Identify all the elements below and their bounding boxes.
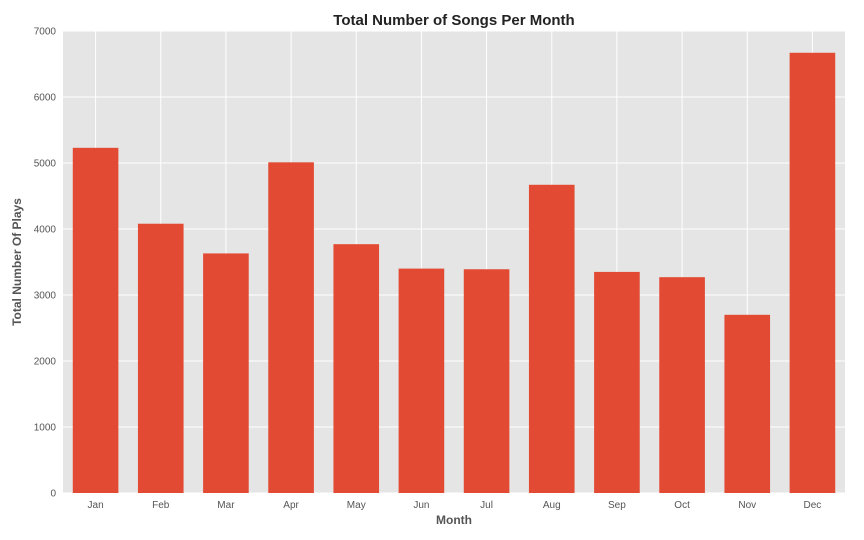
x-tick-label: Dec: [804, 500, 822, 511]
y-tick-label: 4000: [34, 225, 57, 236]
x-tick-label: Mar: [217, 500, 235, 511]
bar-sep: [594, 271, 640, 493]
x-axis-ticks: Jan Feb Mar Apr May Jun Jul Aug Sep Oct Nov Dec: [88, 500, 822, 511]
y-tick-label: 7000: [34, 27, 57, 38]
x-tick-label: Nov: [738, 500, 756, 511]
plot-area: [63, 31, 845, 493]
x-tick-label: Jan: [88, 500, 104, 511]
x-tick-label: Aug: [543, 500, 561, 511]
y-tick-label: 0: [50, 489, 56, 500]
x-tick-label: May: [347, 500, 366, 511]
y-axis-ticks: 0 1000 2000 3000 4000 5000 6000 7000: [34, 27, 57, 500]
bar-jan: [72, 147, 119, 493]
bar-aug: [528, 184, 575, 493]
bar-feb: [137, 223, 184, 493]
bar-dec: [789, 52, 836, 493]
bar-may: [333, 244, 380, 493]
chart-title: Total Number of Songs Per Month: [333, 12, 574, 29]
y-tick-label: 1000: [34, 423, 57, 434]
bar-apr: [268, 162, 314, 493]
x-axis-label: Month: [436, 513, 472, 527]
x-tick-label: Jun: [413, 500, 429, 511]
x-tick-label: Sep: [608, 500, 626, 511]
bars: [72, 52, 836, 493]
y-tick-label: 6000: [34, 93, 57, 104]
bar-mar: [203, 253, 249, 493]
x-tick-label: Jul: [480, 500, 493, 511]
y-tick-label: 5000: [34, 159, 57, 170]
y-axis-label: Total Number Of Plays: [10, 198, 24, 326]
x-tick-label: Oct: [674, 500, 690, 511]
bar-oct: [659, 277, 705, 493]
y-tick-label: 2000: [34, 357, 57, 368]
bar-jun: [398, 268, 445, 493]
y-tick-label: 3000: [34, 291, 57, 302]
bar-jul: [463, 269, 510, 493]
x-tick-label: Apr: [283, 500, 299, 511]
x-tick-label: Feb: [152, 500, 170, 511]
bar-nov: [724, 314, 771, 493]
